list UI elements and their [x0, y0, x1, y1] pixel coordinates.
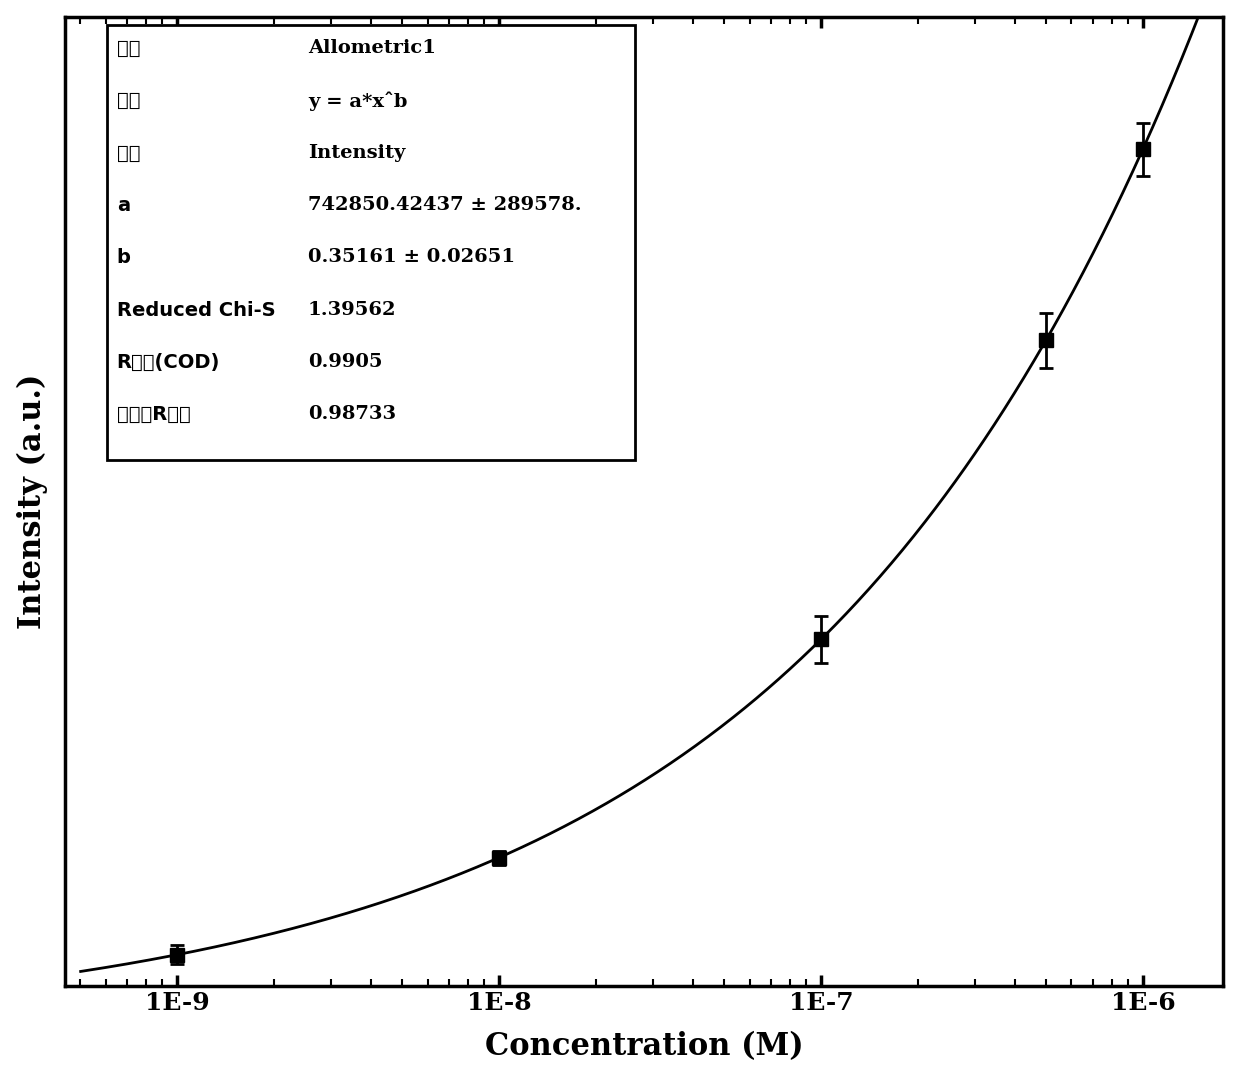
Text: 0.35161 ± 0.02651: 0.35161 ± 0.02651: [308, 248, 515, 267]
Text: Reduced Chi-S: Reduced Chi-S: [117, 301, 275, 319]
Text: 0.98733: 0.98733: [308, 406, 396, 423]
Text: b: b: [117, 248, 130, 268]
Text: 绘图: 绘图: [117, 144, 140, 163]
Text: 742850.42437 ± 289578.: 742850.42437 ± 289578.: [308, 196, 582, 214]
Text: 调整后R平方: 调整后R平方: [117, 406, 191, 424]
Text: Allometric1: Allometric1: [308, 39, 436, 57]
Text: 方程: 方程: [117, 92, 140, 110]
Y-axis label: Intensity (a.u.): Intensity (a.u.): [16, 373, 48, 629]
Text: y = a*xˆb: y = a*xˆb: [308, 92, 407, 111]
Text: 1.39562: 1.39562: [308, 301, 397, 318]
Text: R平方(COD): R平方(COD): [117, 353, 219, 372]
Bar: [108, 26, 635, 460]
Text: Intensity: Intensity: [308, 144, 405, 162]
Text: 模型: 模型: [117, 39, 140, 58]
Text: 0.9905: 0.9905: [308, 353, 382, 371]
Text: a: a: [117, 196, 130, 215]
X-axis label: Concentration (M): Concentration (M): [485, 1032, 804, 1063]
